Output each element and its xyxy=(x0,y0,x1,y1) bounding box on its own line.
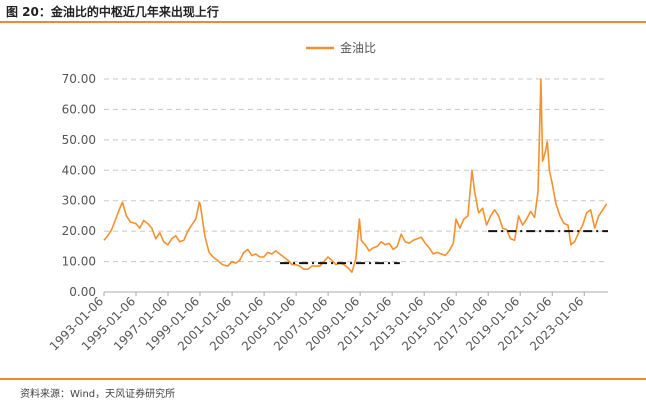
legend: 金油比 xyxy=(306,40,376,55)
y-tick-label: 10.00 xyxy=(62,255,96,269)
figure-title: 图 20：金油比的中枢近几年来出现上行 xyxy=(6,5,219,19)
series-line-gold-oil-ratio xyxy=(103,78,608,273)
reference-lines xyxy=(280,230,608,265)
y-tick-label: 0.00 xyxy=(69,285,96,299)
y-tick-label: 40.00 xyxy=(62,163,96,177)
chart: 金油比 0.00 10.00 20.00 30.00 40.00 50.00 60.00 70… xyxy=(47,40,608,353)
y-tick-label: 50.00 xyxy=(62,133,96,147)
gridlines xyxy=(104,78,608,263)
y-tick-label: 60.00 xyxy=(62,102,96,116)
y-tick-label: 30.00 xyxy=(62,194,96,208)
bottom-rule xyxy=(0,378,646,380)
y-tick-label: 20.00 xyxy=(62,224,96,238)
source-note: 资料来源：Wind，天风证券研究所 xyxy=(20,389,176,400)
top-rule xyxy=(0,21,646,23)
legend-label: 金油比 xyxy=(340,40,376,55)
y-tick-label: 70.00 xyxy=(62,72,96,86)
x-axis-ticks: 1993-01-061995-01-061997-01-061999-01-06… xyxy=(47,292,586,353)
y-axis-ticks: 0.00 10.00 20.00 30.00 40.00 50.00 60.00 70.00 xyxy=(62,72,96,299)
